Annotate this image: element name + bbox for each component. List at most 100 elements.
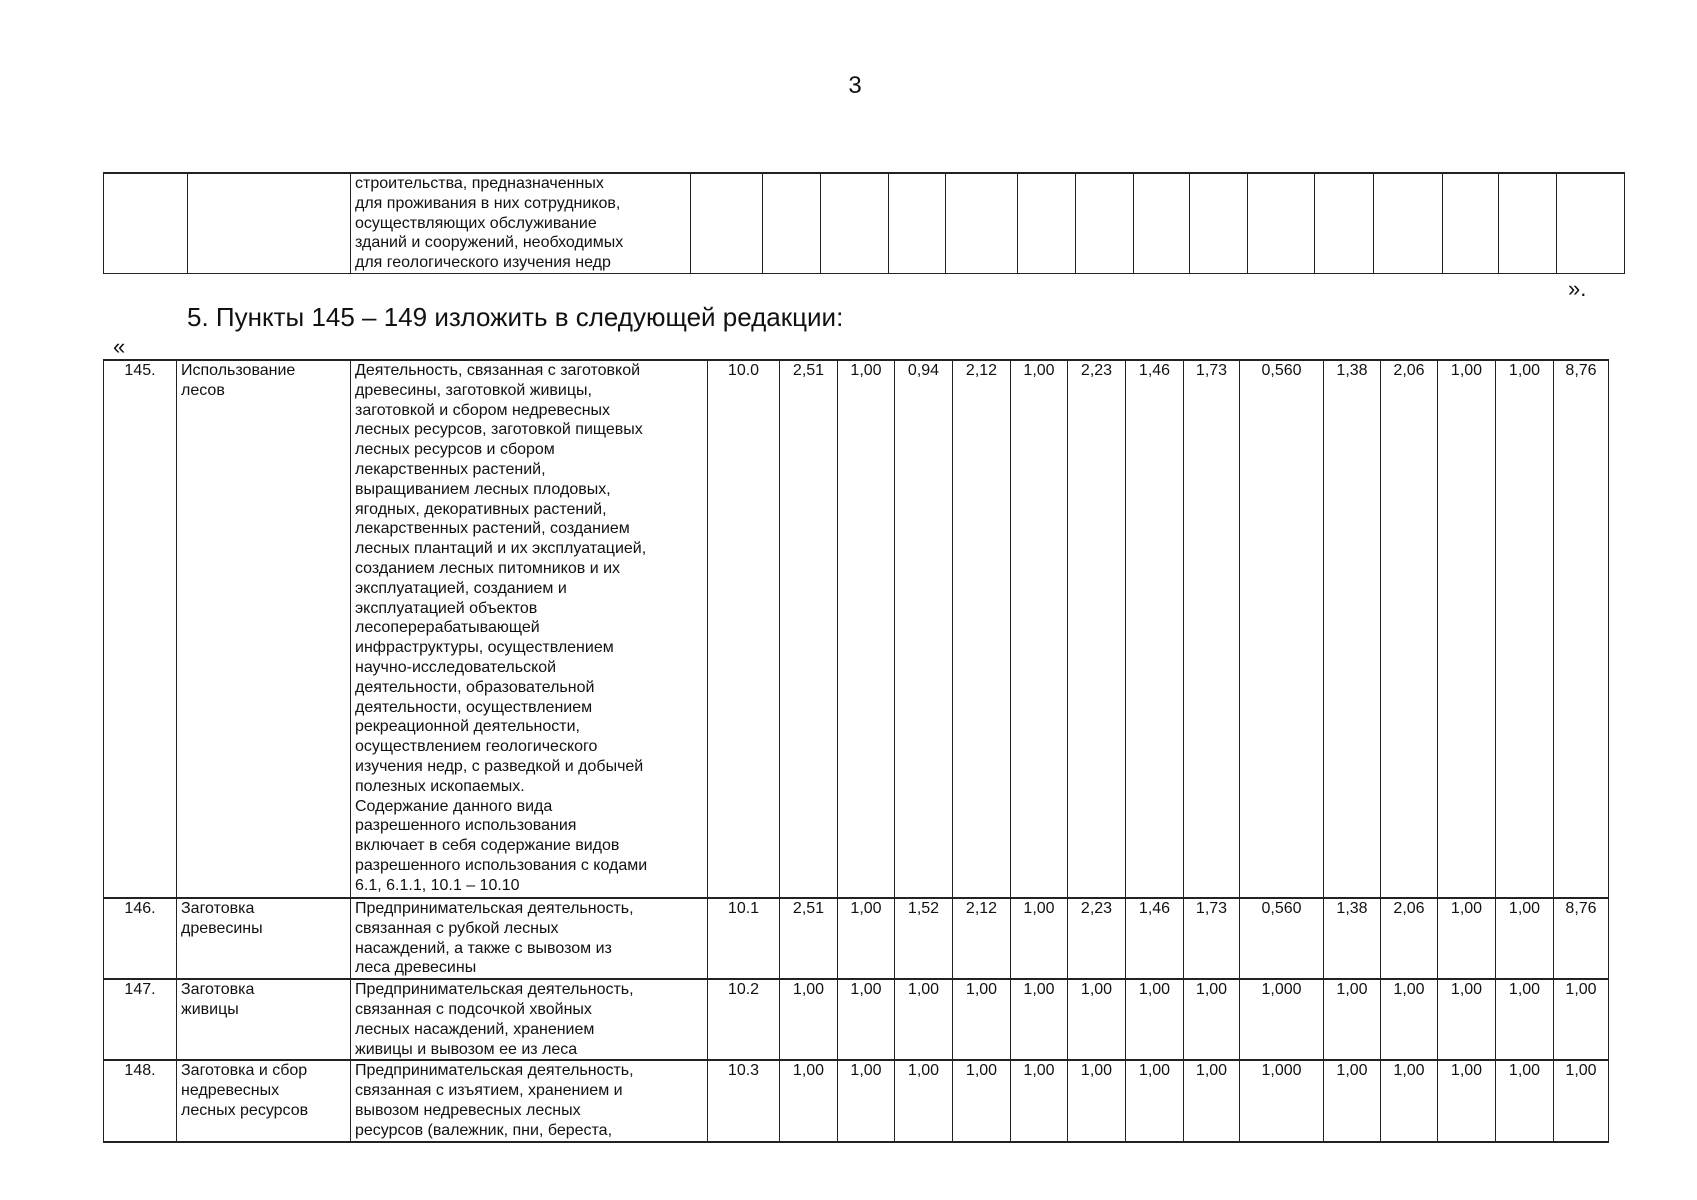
coefficient-cell: 1,00 — [894, 1059, 953, 1143]
value-cell — [1075, 171, 1134, 274]
coefficient-cell: 1,00 — [1183, 978, 1240, 1061]
coefficient-cell: 1,00 — [837, 1059, 895, 1143]
value-cell — [820, 171, 889, 274]
coefficient-cell: 1,52 — [894, 896, 953, 980]
coefficient-cell: 1,00 — [1553, 978, 1609, 1061]
coefficient-cell: 1,00 — [1183, 1059, 1240, 1143]
coefficient-cell: 1,46 — [1125, 359, 1184, 899]
table-row: 145. Использование лесов Деятельность, свя… — [103, 359, 1609, 899]
value-cell — [762, 171, 821, 274]
coefficient-cell: 1,00 — [1495, 359, 1554, 899]
coefficient-cell: 1,46 — [1125, 896, 1184, 980]
coefficient-cell: 0,94 — [894, 359, 953, 899]
coefficient-cell: 1,73 — [1183, 359, 1240, 899]
coefficient-cell: 1,00 — [1010, 359, 1068, 899]
continued-table: строительства, предназначенных для прожи… — [103, 171, 1625, 274]
coefficient-cell: 1,000 — [1239, 1059, 1324, 1143]
coefficient-cell: 2,06 — [1380, 896, 1438, 980]
coefficient-cell: 1,00 — [1380, 1059, 1438, 1143]
coefficient-cell: 1,38 — [1323, 896, 1381, 980]
table-row: 148. Заготовка и сбор недревесных лесных … — [103, 1059, 1609, 1143]
coefficient-cell: 1,00 — [837, 359, 895, 899]
row-number: 147. — [103, 978, 177, 1061]
coefficient-cell: 2,23 — [1067, 896, 1126, 980]
coefficient-cell: 2,12 — [952, 359, 1011, 899]
coefficient-cell: 1,00 — [952, 978, 1011, 1061]
coefficient-cell: 1,00 — [1067, 978, 1126, 1061]
coefficient-cell: 0,560 — [1239, 359, 1324, 899]
coefficient-cell: 2,23 — [1067, 359, 1126, 899]
coefficient-cell: 1,00 — [1323, 1059, 1381, 1143]
coefficient-cell: 1,00 — [1495, 1059, 1554, 1143]
value-cell — [1373, 171, 1443, 274]
coefficient-cell: 1,00 — [1495, 978, 1554, 1061]
coefficient-cell: 2,51 — [779, 896, 838, 980]
section-heading: 5. Пункты 145 – 149 изложить в следующей… — [187, 302, 844, 332]
value-cell — [690, 171, 763, 274]
coefficient-cell: 0,560 — [1239, 896, 1324, 980]
coefficient-cell: 1,38 — [1323, 359, 1381, 899]
coefficient-cell: 1,00 — [952, 1059, 1011, 1143]
coefficient-cell: 1,00 — [1553, 1059, 1609, 1143]
coefficient-cell: 1,00 — [894, 978, 953, 1061]
table-row: строительства, предназначенных для прожи… — [103, 171, 1625, 274]
use-type-name: Заготовка и сбор недревесных лесных ресу… — [176, 1059, 351, 1143]
land-use-table: 145. Использование лесов Деятельность, свя… — [103, 359, 1609, 1143]
coefficient-cell: 2,51 — [779, 359, 838, 899]
use-type-code: 10.0 — [707, 359, 780, 899]
value-cell — [888, 171, 946, 274]
number-cell — [103, 171, 188, 274]
value-cell — [1133, 171, 1190, 274]
value-cell — [1017, 171, 1076, 274]
value-cell — [1189, 171, 1248, 274]
use-type-name: Использование лесов — [176, 359, 351, 899]
coefficient-cell: 2,06 — [1380, 359, 1438, 899]
coefficient-cell: 1,00 — [1125, 1059, 1184, 1143]
coefficient-cell: 1,00 — [1495, 896, 1554, 980]
row-number: 146. — [103, 896, 177, 980]
table-row: 146. Заготовка древесины Предпринимательск… — [103, 896, 1609, 980]
coefficient-cell: 1,00 — [1067, 1059, 1126, 1143]
use-type-description: Деятельность, связанная с заготовкой дре… — [350, 359, 708, 899]
use-type-code: 10.3 — [707, 1059, 780, 1143]
table-row: 147. Заготовка живицы Предпринимательская … — [103, 978, 1609, 1061]
coefficient-cell: 1,00 — [1323, 978, 1381, 1061]
use-type-code: 10.2 — [707, 978, 780, 1061]
use-type-name: Заготовка живицы — [176, 978, 351, 1061]
coefficient-cell: 1,00 — [1437, 1059, 1496, 1143]
coefficient-cell: 1,00 — [1010, 896, 1068, 980]
coefficient-cell: 1,000 — [1239, 978, 1324, 1061]
row-number: 145. — [103, 359, 177, 899]
opening-quote: « — [113, 334, 126, 359]
coefficient-cell: 1,00 — [837, 896, 895, 980]
coefficient-cell: 1,00 — [1010, 978, 1068, 1061]
value-cell — [1247, 171, 1315, 274]
coefficient-cell: 8,76 — [1553, 896, 1609, 980]
page-number: 3 — [848, 72, 862, 99]
value-cell — [1442, 171, 1499, 274]
closing-quote: ». — [1568, 276, 1587, 301]
coefficient-cell: 1,00 — [1437, 359, 1496, 899]
use-type-description: Предпринимательская деятельность, связан… — [350, 896, 708, 980]
coefficient-cell: 1,00 — [837, 978, 895, 1061]
coefficient-cell: 2,12 — [952, 896, 1011, 980]
coefficient-cell: 1,73 — [1183, 896, 1240, 980]
name-cell — [187, 171, 351, 274]
coefficient-cell: 1,00 — [1010, 1059, 1068, 1143]
coefficient-cell: 1,00 — [1437, 896, 1496, 980]
coefficient-cell: 1,00 — [779, 1059, 838, 1143]
use-type-description: Предпринимательская деятельность, связан… — [350, 1059, 708, 1143]
value-cell — [1314, 171, 1374, 274]
coefficient-cell: 1,00 — [1437, 978, 1496, 1061]
coefficient-cell: 1,00 — [1380, 978, 1438, 1061]
description-cell: строительства, предназначенных для прожи… — [350, 171, 691, 274]
use-type-name: Заготовка древесины — [176, 896, 351, 980]
coefficient-cell: 8,76 — [1553, 359, 1609, 899]
row-number: 148. — [103, 1059, 177, 1143]
use-type-code: 10.1 — [707, 896, 780, 980]
use-type-description: Предпринимательская деятельность, связан… — [350, 978, 708, 1061]
value-cell — [945, 171, 1018, 274]
coefficient-cell: 1,00 — [779, 978, 838, 1061]
value-cell — [1556, 171, 1625, 274]
coefficient-cell: 1,00 — [1125, 978, 1184, 1061]
